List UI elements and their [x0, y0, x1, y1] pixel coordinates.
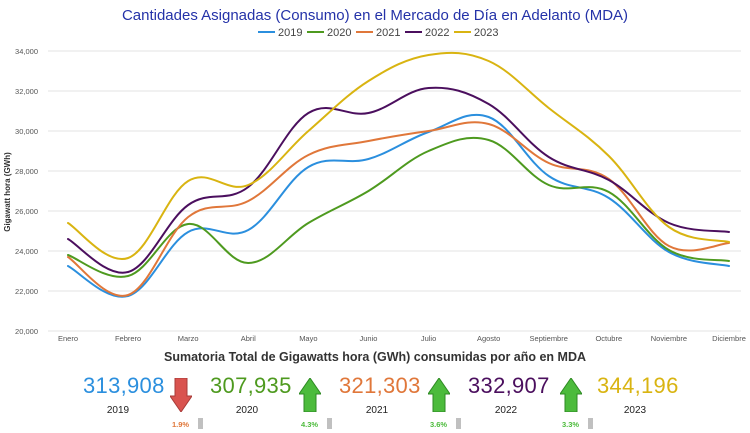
legend-label-2022: 2022 — [425, 27, 449, 39]
y-tick-label: 28,000 — [15, 167, 38, 176]
change-bar-2021 — [327, 418, 332, 429]
x-axis-ticks: Enero Febrero Marzo Abril Mayo Junio Julio Agos… — [58, 334, 746, 343]
y-tick-label: 22,000 — [15, 287, 38, 296]
x-tick-label: Marzo — [178, 334, 199, 343]
year-label-2020: 2020 — [235, 405, 259, 416]
y-axis-label: Gigawatt hora (GWh) — [3, 152, 12, 232]
legend-label-2021: 2021 — [376, 27, 400, 39]
x-tick-label: Noviembre — [651, 334, 687, 343]
x-tick-label: Abril — [241, 334, 256, 343]
change-bar-2022 — [456, 418, 461, 429]
year-label-2021: 2021 — [365, 405, 389, 416]
change-bar-2023 — [588, 418, 593, 429]
x-tick-label: Octubre — [595, 334, 622, 343]
arrow-up-icon — [560, 378, 582, 412]
x-tick-label: Septiembre — [530, 334, 568, 343]
x-tick-label: Enero — [58, 334, 78, 343]
y-tick-label: 20,000 — [15, 327, 38, 336]
total-2020: 307,935 — [210, 373, 292, 398]
year-label-2022: 2022 — [494, 405, 518, 416]
arrow-up-icon — [428, 378, 450, 412]
series-lines — [67, 51, 730, 298]
x-tick-label: Diciembre — [712, 334, 746, 343]
series-line-2022 — [67, 86, 730, 274]
change-bar-2020 — [198, 418, 203, 429]
year-label-2023: 2023 — [623, 405, 647, 416]
series-line-2019 — [67, 113, 730, 298]
change-pct-2023: 3.3% — [562, 420, 580, 429]
legend-label-2023: 2023 — [474, 27, 498, 39]
change-pct-2021: 4.3% — [301, 420, 319, 429]
x-tick-label: Febrero — [115, 334, 141, 343]
summary-title: Sumatoria Total de Gigawatts hora (GWh) … — [163, 350, 587, 364]
total-2022: 332,907 — [468, 373, 550, 398]
year-label-2019: 2019 — [106, 405, 130, 416]
y-axis-ticks: 20,000 22,000 24,000 26,000 28,000 30,000 32,0… — [15, 47, 38, 336]
y-tick-label: 24,000 — [15, 247, 38, 256]
gridlines — [48, 50, 741, 332]
y-tick-label: 30,000 — [15, 127, 38, 136]
total-2023: 344,196 — [597, 373, 679, 398]
series-line-2021 — [67, 121, 730, 297]
change-pct-2022: 3.6% — [430, 420, 448, 429]
x-tick-label: Agosto — [477, 334, 500, 343]
series-line-2023 — [67, 51, 730, 261]
line-chart: Cantidades Asignadas (Consumo) en el Mer… — [3, 7, 746, 343]
x-tick-label: Julio — [421, 334, 436, 343]
arrow-up-icon — [299, 378, 321, 412]
y-tick-label: 34,000 — [15, 47, 38, 56]
chart-title: Cantidades Asignadas (Consumo) en el Mer… — [122, 7, 628, 24]
y-tick-label: 26,000 — [15, 207, 38, 216]
total-2021: 321,303 — [339, 373, 421, 398]
x-tick-label: Mayo — [299, 334, 317, 343]
total-2019: 313,908 — [83, 373, 165, 398]
change-pct-2020: 1.9% — [172, 420, 190, 429]
legend-label-2019: 2019 — [278, 27, 302, 39]
x-tick-label: Junio — [359, 334, 377, 343]
legend-label-2020: 2020 — [327, 27, 351, 39]
chart-legend: 2019 2020 2021 2022 2023 — [258, 27, 498, 39]
y-tick-label: 32,000 — [15, 87, 38, 96]
arrow-down-icon — [170, 378, 192, 412]
